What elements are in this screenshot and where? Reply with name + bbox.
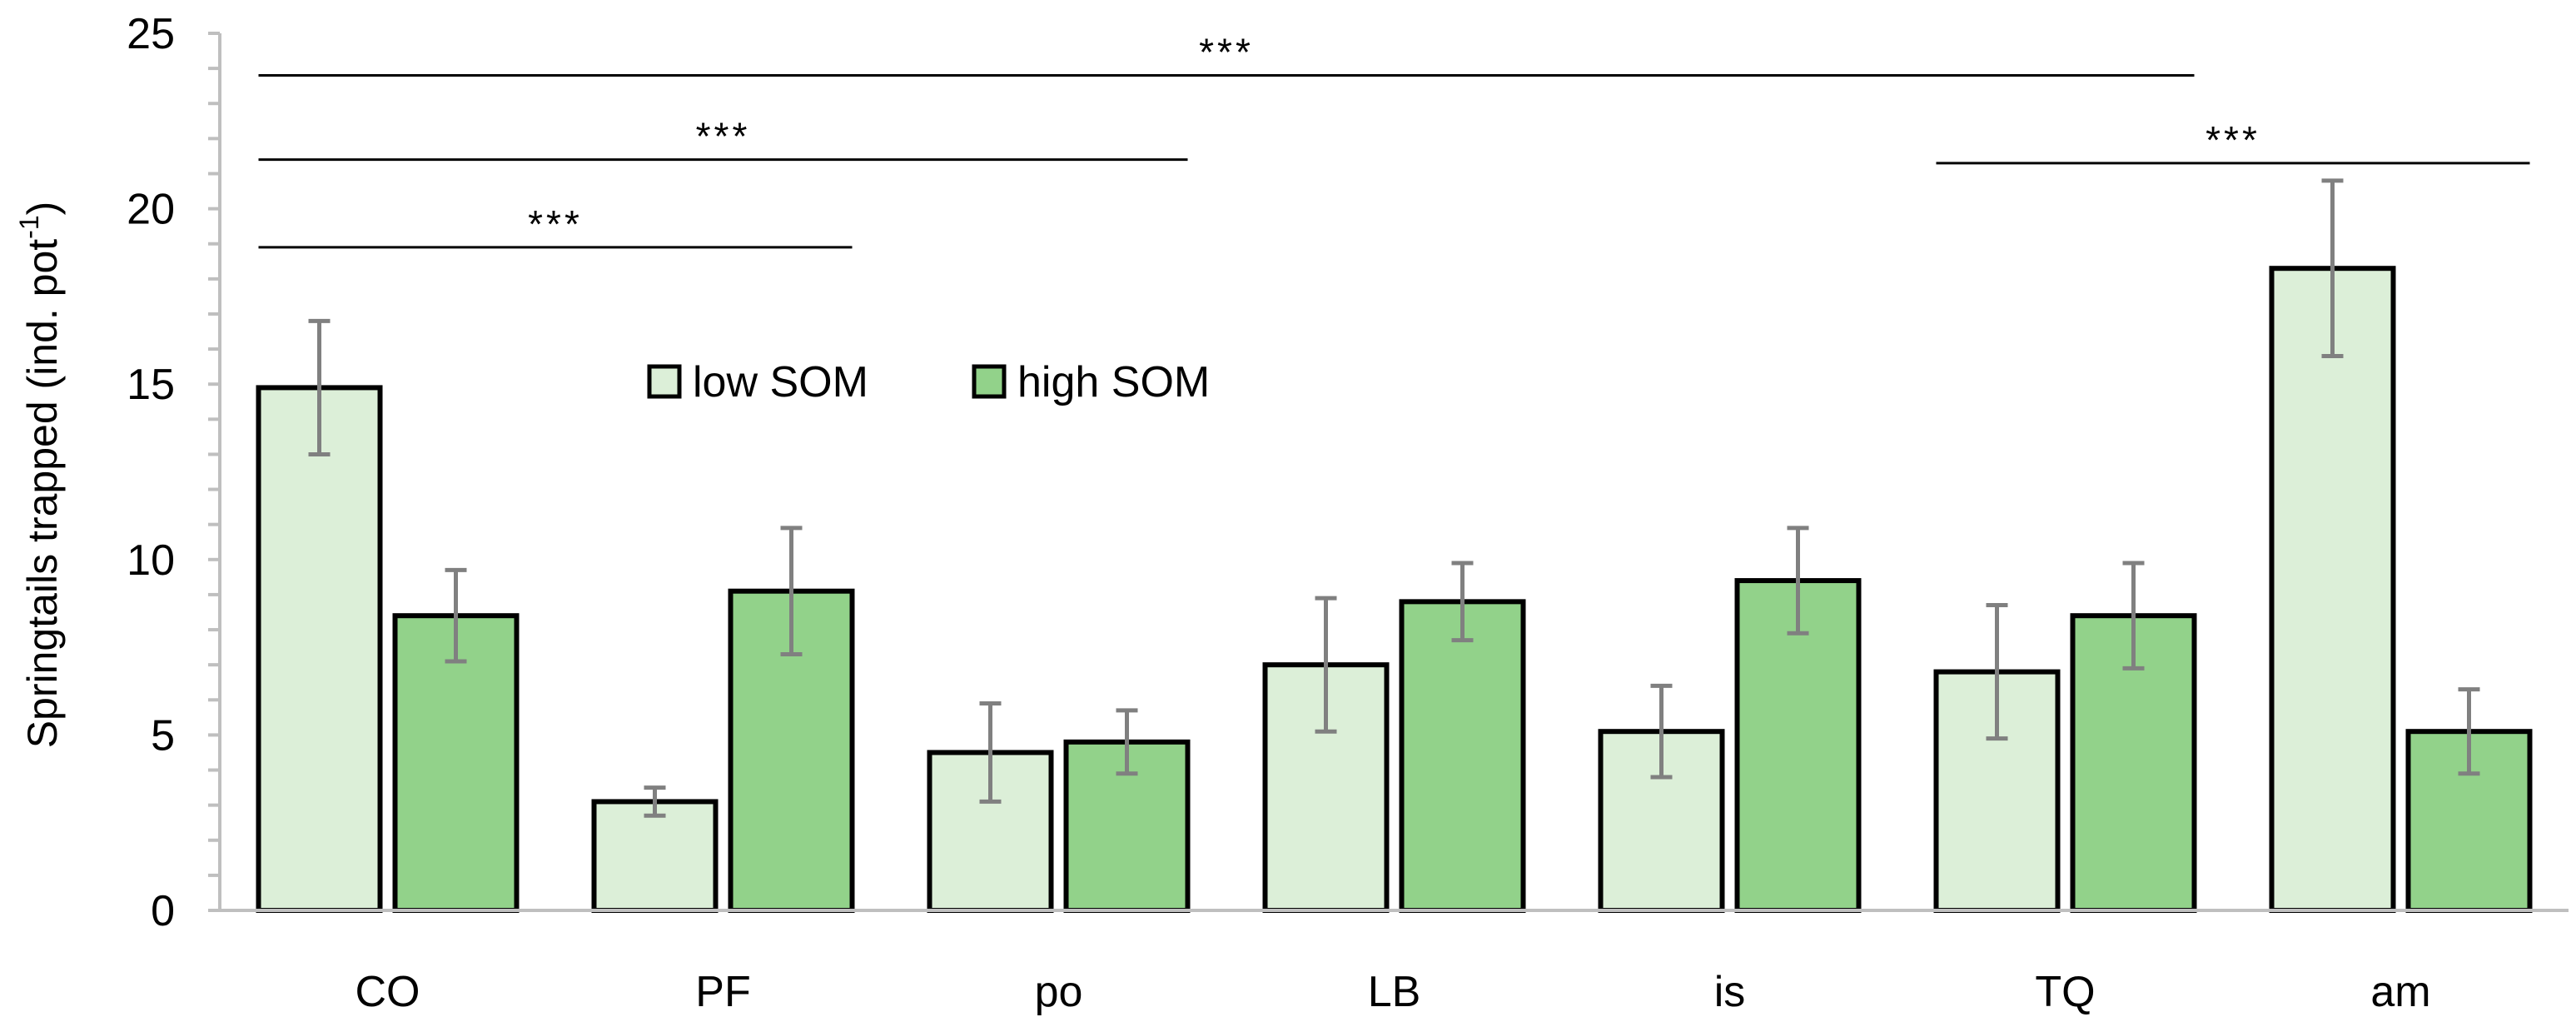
error-bars bbox=[308, 178, 2480, 818]
x-axis: CO PF po LB is TQ am bbox=[220, 909, 2569, 1016]
legend-label-high-som: high SOM bbox=[1017, 358, 1210, 406]
significance-label: *** bbox=[2206, 118, 2260, 162]
x-category-label: am bbox=[2370, 968, 2430, 1016]
svg-text:Springtails trapped (ind. pot-: Springtails trapped (ind. pot-1) bbox=[14, 202, 66, 749]
y-axis-title: Springtails trapped (ind. pot-1) bbox=[14, 202, 66, 749]
y-axis: 0 5 10 15 20 25 bbox=[127, 10, 221, 935]
x-category-label: PF bbox=[695, 968, 750, 1016]
significance-label: *** bbox=[1199, 31, 1254, 74]
x-category-label: is bbox=[1714, 968, 1746, 1016]
bar-high-som bbox=[392, 613, 520, 914]
y-axis-label-superscript: -1 bbox=[14, 215, 44, 238]
bar-high-som bbox=[1399, 599, 1526, 913]
bar-low-som bbox=[591, 799, 719, 913]
x-category-label: TQ bbox=[2035, 968, 2095, 1016]
y-axis-label: Springtails trapped (ind. pot bbox=[19, 239, 66, 749]
y-tick-label: 15 bbox=[127, 361, 175, 409]
legend-swatch-low-som bbox=[647, 364, 682, 399]
y-tick-label: 10 bbox=[127, 536, 175, 585]
x-category-label: po bbox=[1035, 968, 1083, 1016]
legend-swatch-high-som bbox=[972, 364, 1007, 399]
y-axis-label-close: ) bbox=[19, 202, 66, 216]
significance-brackets: *** *** *** *** bbox=[258, 31, 2530, 249]
y-tick-label: 25 bbox=[127, 10, 175, 58]
x-category-label: LB bbox=[1368, 968, 1421, 1016]
bar-low-som bbox=[256, 385, 383, 913]
bars bbox=[256, 266, 2533, 914]
y-tick-label: 20 bbox=[127, 186, 175, 234]
bar-low-som bbox=[2269, 266, 2396, 914]
y-tick-label: 5 bbox=[151, 711, 175, 760]
y-tick-label: 0 bbox=[151, 887, 175, 935]
significance-label: *** bbox=[696, 115, 751, 158]
legend-label-low-som: low SOM bbox=[693, 358, 868, 406]
significance-label: *** bbox=[528, 202, 583, 246]
legend: low SOM high SOM bbox=[647, 358, 1210, 406]
x-category-label: CO bbox=[356, 968, 420, 1016]
